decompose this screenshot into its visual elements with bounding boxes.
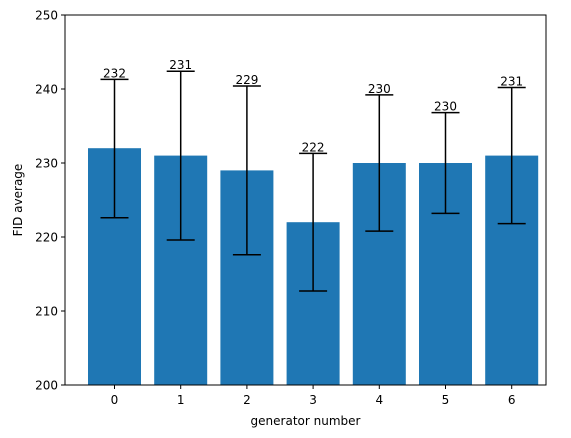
y-tick-label: 200 [35, 379, 58, 393]
y-tick-label: 250 [35, 9, 58, 23]
data-label-3: 222 [302, 140, 325, 154]
y-axis-label: FID average [11, 164, 25, 237]
x-tick-label: 0 [111, 393, 119, 407]
y-tick-label: 210 [35, 305, 58, 319]
x-tick-label: 3 [309, 393, 317, 407]
data-label-0: 232 [103, 66, 126, 80]
x-tick-label: 2 [243, 393, 251, 407]
plot-frame [64, 14, 547, 386]
x-tick-label: 4 [375, 393, 383, 407]
error-bars-layer [100, 70, 526, 292]
data-label-2: 229 [235, 73, 258, 87]
data-label-6: 231 [500, 75, 523, 89]
y-tick-label: 240 [35, 83, 58, 97]
x-tick-label: 6 [508, 393, 516, 407]
x-axis-ticks: 0 1 2 3 4 5 6 [111, 385, 516, 407]
y-axis-ticks: 200 210 220 230 240 250 [35, 9, 65, 393]
data-label-1: 231 [169, 58, 192, 72]
data-label-4: 230 [368, 82, 391, 96]
x-tick-label: 5 [442, 393, 450, 407]
y-tick-label: 230 [35, 157, 58, 171]
x-tick-label: 1 [177, 393, 185, 407]
x-axis-label: generator number [251, 414, 361, 428]
data-labels-layer: 232 231 229 222 230 230 231 [103, 58, 523, 154]
data-label-5: 230 [434, 100, 457, 114]
y-tick-label: 220 [35, 231, 58, 245]
